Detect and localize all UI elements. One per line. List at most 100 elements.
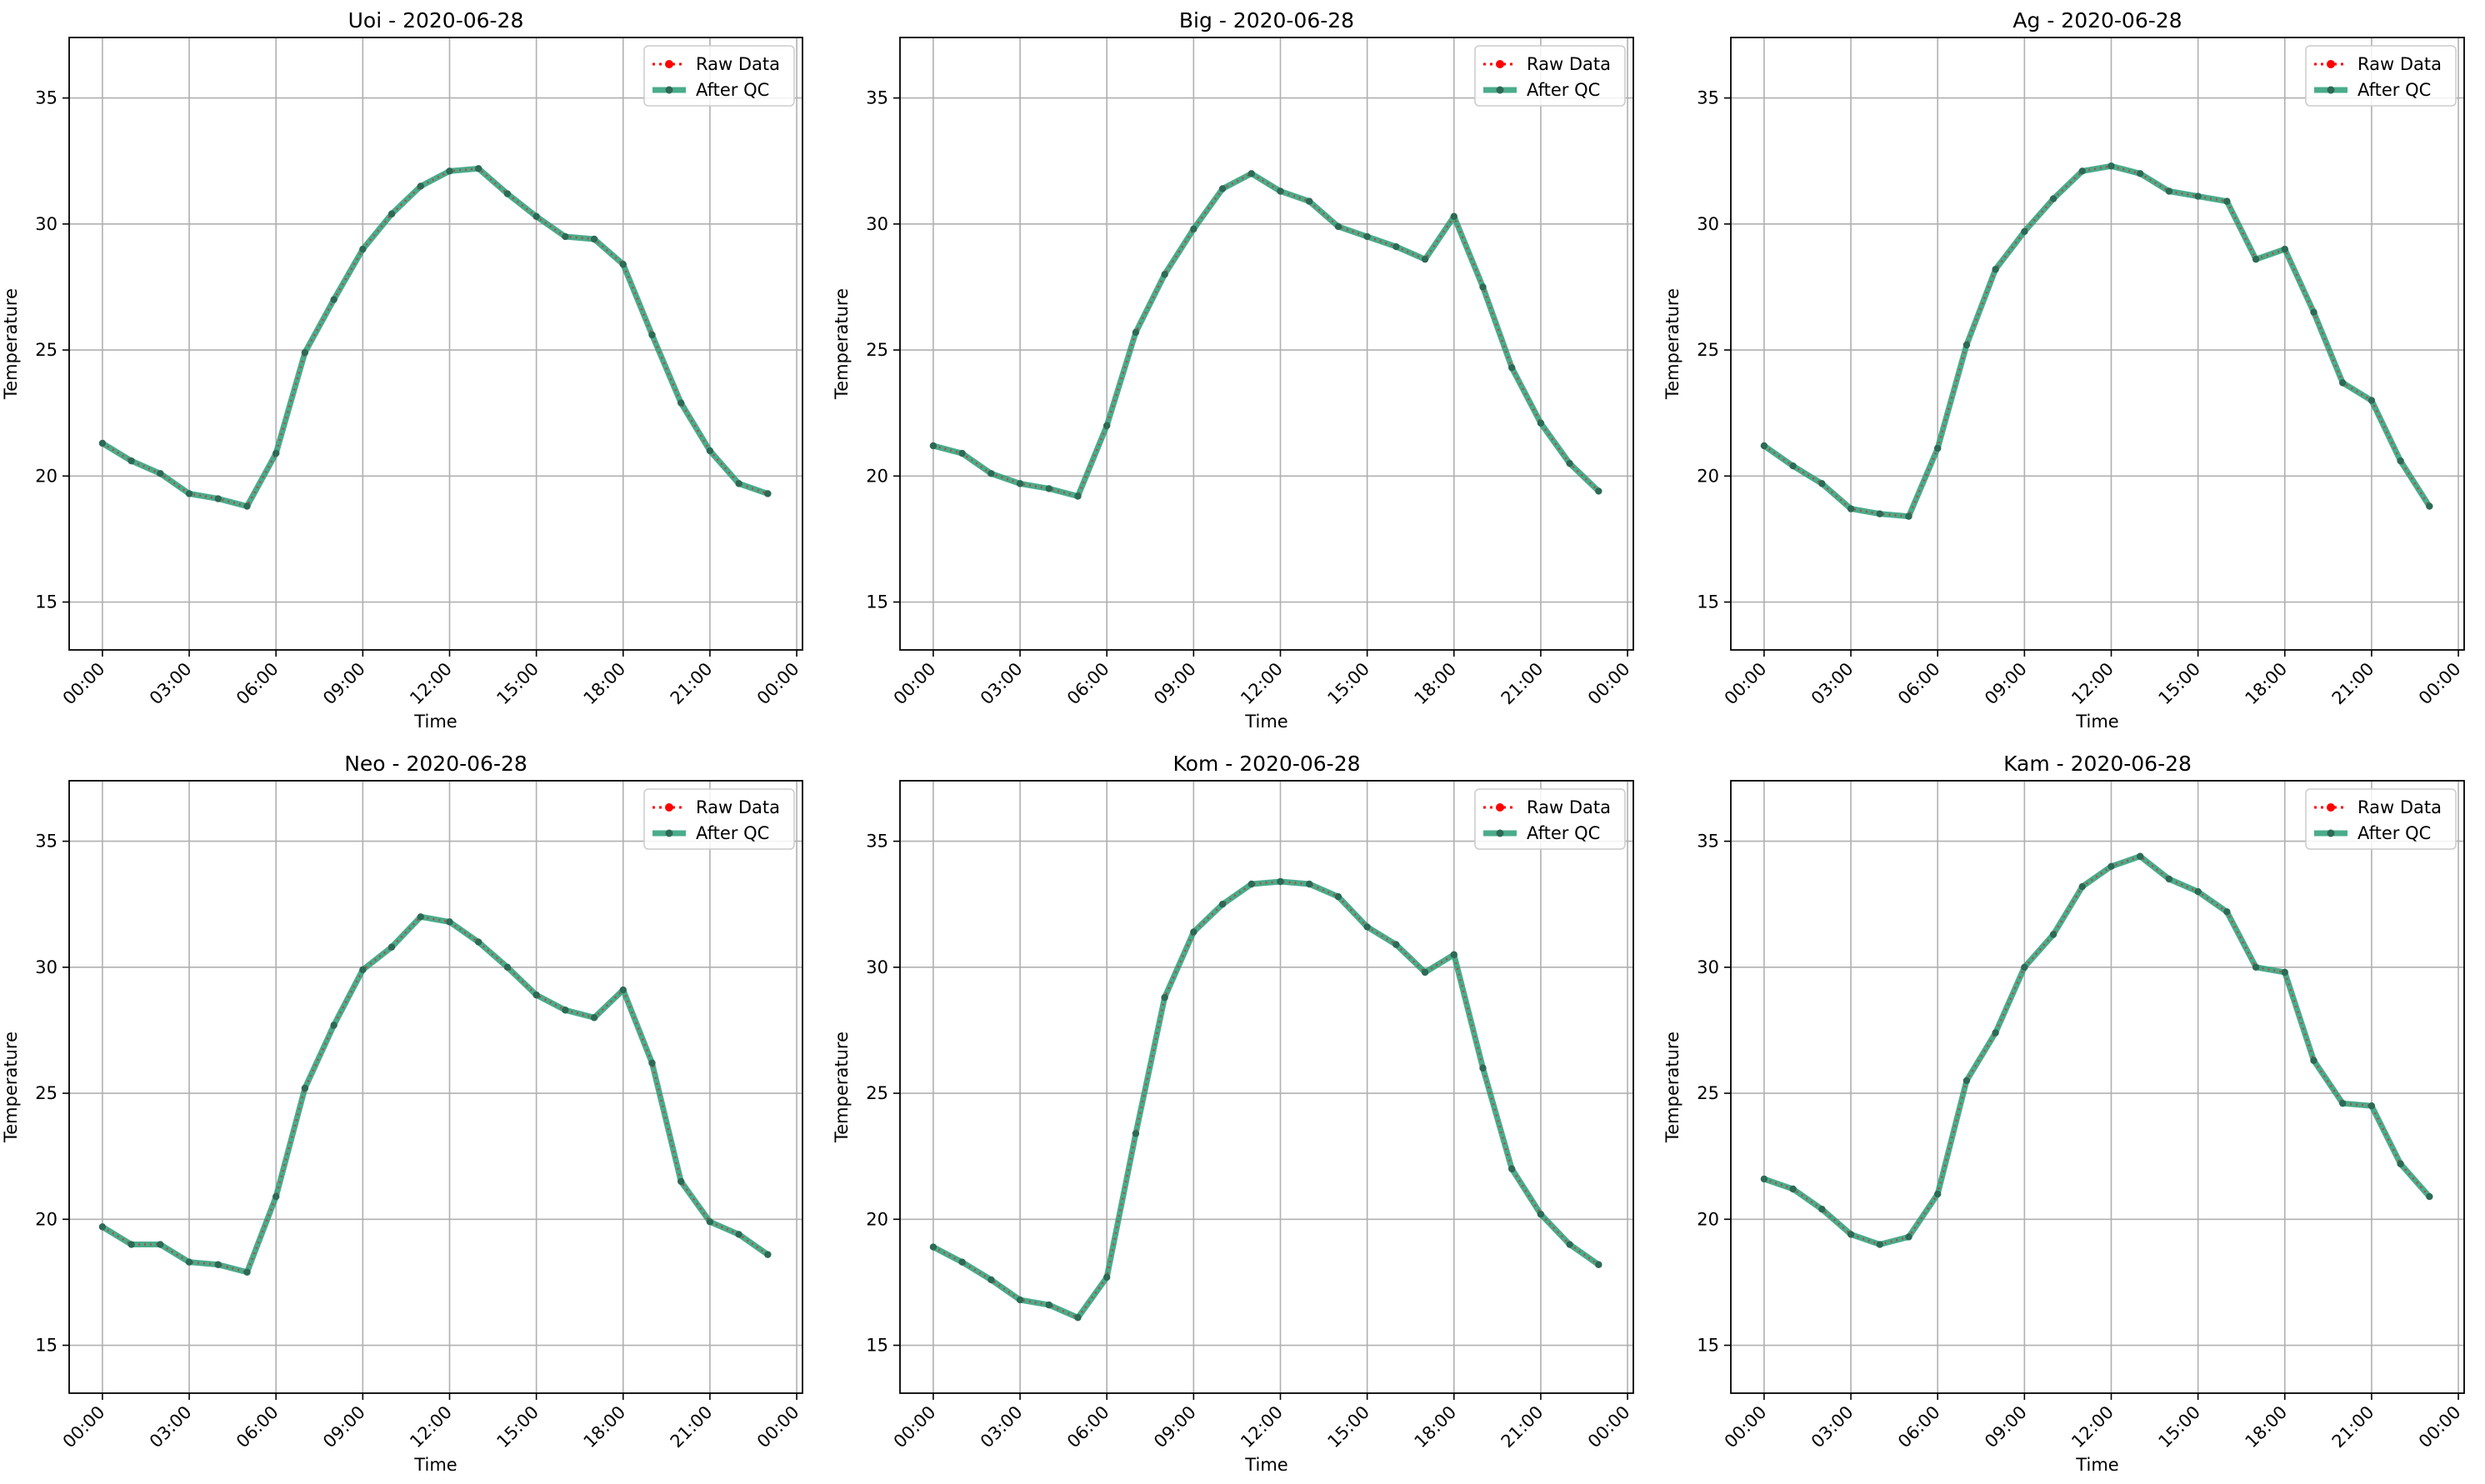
y-tick-label: 35 bbox=[35, 88, 58, 108]
after-qc-point bbox=[272, 449, 280, 457]
after-qc-point bbox=[1248, 880, 1255, 888]
axes-frame bbox=[899, 37, 1634, 651]
x-axis-label: Time bbox=[2075, 712, 2118, 732]
after-qc-point bbox=[2339, 379, 2347, 387]
after-qc-point bbox=[764, 1251, 772, 1258]
after-qc-point bbox=[1905, 512, 1912, 520]
after-qc-point bbox=[590, 1014, 598, 1022]
y-tick-label: 25 bbox=[866, 340, 888, 360]
series-line-after-qc bbox=[930, 170, 1602, 499]
x-tick-label: 00:00 bbox=[2415, 659, 2465, 709]
after-qc-point bbox=[272, 1192, 280, 1201]
axes-frame bbox=[899, 780, 1634, 1394]
legend-marker-after-qc bbox=[2327, 86, 2335, 94]
x-tick-label: 15:00 bbox=[1323, 659, 1373, 709]
legend-marker-after-qc bbox=[2327, 829, 2335, 837]
after-qc-point bbox=[1421, 255, 1429, 263]
after-qc-point bbox=[2281, 968, 2288, 977]
subplot: 00:00 03:00 06:00 09:00 12:00 15:00 18:00 21:00… bbox=[1662, 752, 2465, 1475]
x-tick-label: 21:00 bbox=[2328, 659, 2378, 709]
after-qc-point bbox=[929, 1243, 938, 1251]
after-qc-point bbox=[958, 1258, 966, 1266]
x-tick-label: 06:00 bbox=[232, 659, 282, 709]
x-tick-label: 06:00 bbox=[1894, 659, 1944, 709]
legend: Raw Data After QC bbox=[2305, 788, 2457, 850]
after-qc-point bbox=[1277, 877, 1284, 886]
x-tick-label: 03:00 bbox=[977, 1402, 1027, 1452]
after-qc-point bbox=[1161, 271, 1168, 278]
after-qc-point bbox=[1016, 480, 1024, 487]
y-tick-label: 20 bbox=[1697, 1209, 1719, 1229]
after-qc-point bbox=[359, 966, 367, 974]
subplot: 00:00 03:00 06:00 09:00 12:00 15:00 18:00 21:00… bbox=[832, 752, 1634, 1475]
after-qc-point bbox=[1566, 1241, 1573, 1248]
x-tick-label: 00:00 bbox=[1584, 659, 1634, 709]
legend: Raw Data After QC bbox=[1474, 788, 1626, 850]
legend-marker-after-qc bbox=[1496, 86, 1504, 94]
after-qc-point bbox=[2078, 882, 2086, 891]
y-tick-label: 15 bbox=[1697, 592, 1719, 612]
after-qc-point bbox=[2310, 308, 2318, 316]
x-tick-label: 21:00 bbox=[667, 659, 717, 709]
x-tick-label: 06:00 bbox=[1063, 659, 1113, 709]
legend: Raw Data After QC bbox=[643, 45, 795, 107]
after-qc-point bbox=[678, 399, 685, 407]
y-axis-label: Temperature bbox=[1662, 1032, 1682, 1143]
after-qc-point bbox=[417, 913, 424, 921]
y-tick-label: 15 bbox=[866, 1336, 888, 1356]
legend-label-raw-data: Raw Data bbox=[1527, 797, 1611, 817]
after-qc-point bbox=[2078, 167, 2086, 175]
after-qc-point bbox=[243, 1268, 251, 1277]
subplot: 00:00 03:00 06:00 09:00 12:00 15:00 18:00 21:00… bbox=[1, 752, 803, 1475]
series-line-after-qc bbox=[99, 165, 771, 510]
legend: Raw Data After QC bbox=[643, 788, 795, 850]
after-qc-point bbox=[1421, 968, 1429, 977]
x-tick-label: 15:00 bbox=[2154, 1402, 2204, 1452]
x-tick-label: 21:00 bbox=[1498, 659, 1548, 709]
x-tick-label: 15:00 bbox=[1323, 1402, 1373, 1452]
y-tick-label: 30 bbox=[1697, 214, 1719, 234]
after-qc-point bbox=[2368, 397, 2376, 404]
after-qc-point bbox=[128, 457, 135, 465]
x-tick-label: 09:00 bbox=[1981, 659, 2031, 709]
after-qc-point bbox=[2194, 887, 2202, 896]
after-qc-point bbox=[1934, 1190, 1942, 1198]
x-tick-label: 12:00 bbox=[406, 659, 456, 709]
after-qc-point bbox=[735, 1231, 742, 1238]
x-tick-label: 18:00 bbox=[580, 1402, 630, 1452]
legend-label-after-qc: After QC bbox=[696, 80, 769, 100]
x-tick-label: 18:00 bbox=[1411, 659, 1461, 709]
legend-marker-raw-data bbox=[1496, 803, 1504, 812]
after-qc-point bbox=[2108, 162, 2115, 170]
after-qc-point bbox=[988, 470, 995, 477]
after-qc-point bbox=[590, 235, 598, 243]
after-qc-point bbox=[2339, 1099, 2347, 1107]
x-tick-label: 15:00 bbox=[2154, 659, 2204, 709]
y-axis-label: Temperature bbox=[1662, 288, 1682, 400]
series-line-after-qc bbox=[1761, 853, 2432, 1247]
after-qc-point bbox=[2165, 875, 2173, 883]
after-qc-point bbox=[562, 1007, 569, 1014]
after-qc-point bbox=[388, 210, 396, 217]
legend-marker-raw-data bbox=[2327, 60, 2335, 68]
after-qc-point bbox=[503, 963, 512, 972]
x-tick-label: 21:00 bbox=[1498, 1402, 1548, 1452]
x-axis-label: Time bbox=[413, 712, 457, 732]
legend-label-raw-data: Raw Data bbox=[2358, 797, 2442, 817]
after-qc-point bbox=[532, 212, 540, 220]
after-qc-point bbox=[1818, 1205, 1826, 1213]
after-qc-point bbox=[1045, 1301, 1052, 1309]
y-tick-label: 15 bbox=[866, 592, 888, 612]
after-qc-point bbox=[475, 165, 482, 172]
x-tick-label: 00:00 bbox=[890, 1402, 940, 1452]
y-tick-label: 20 bbox=[35, 1209, 58, 1229]
after-qc-point bbox=[2223, 197, 2231, 205]
legend-label-after-qc: After QC bbox=[2358, 823, 2431, 843]
after-qc-point bbox=[2049, 931, 2058, 938]
series-line-raw-data bbox=[1763, 165, 2431, 518]
y-axis-label: Temperature bbox=[1, 1032, 21, 1143]
after-qc-point bbox=[1595, 487, 1602, 495]
after-qc-point bbox=[330, 1022, 338, 1029]
after-qc-point bbox=[1306, 880, 1313, 888]
after-qc-point bbox=[1847, 505, 1855, 512]
